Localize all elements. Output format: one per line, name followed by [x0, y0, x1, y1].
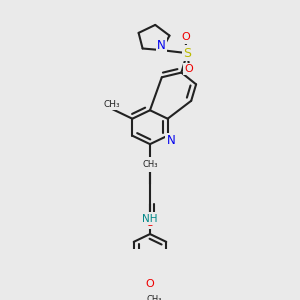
Text: S: S — [146, 158, 154, 171]
Text: N: N — [167, 134, 175, 147]
Text: NH: NH — [142, 214, 158, 224]
Text: CH₃: CH₃ — [146, 295, 162, 300]
Text: O: O — [146, 279, 154, 289]
Text: CH₃: CH₃ — [104, 100, 120, 109]
Text: O: O — [181, 32, 190, 42]
Text: N: N — [157, 39, 166, 52]
Text: CH₃: CH₃ — [142, 160, 158, 169]
Text: S: S — [183, 46, 191, 60]
Text: O: O — [146, 218, 154, 228]
Text: O: O — [184, 64, 194, 74]
